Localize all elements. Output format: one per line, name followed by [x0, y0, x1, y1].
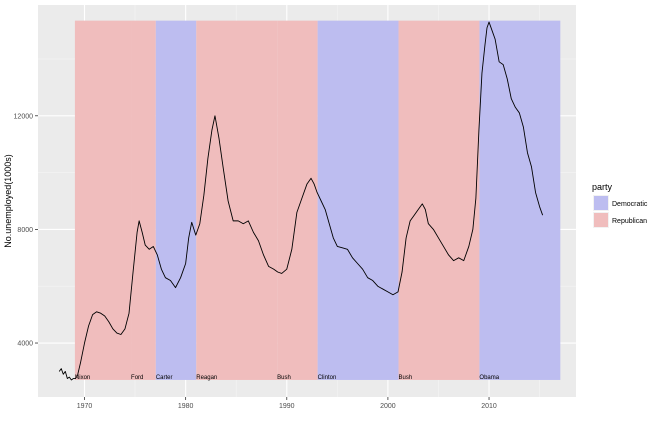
legend-label-democratic: Democratic [612, 201, 648, 208]
term-band-clinton-5 [317, 20, 399, 380]
president-label: Carter [156, 375, 173, 381]
president-label: Reagan [196, 375, 217, 381]
legend: party Democratic Republican [592, 182, 648, 228]
president-label: Clinton [318, 375, 337, 381]
unemployment-line-0 [58, 21, 544, 381]
president-label: Bush [277, 375, 291, 381]
x-tick-label: 2000 [380, 403, 396, 410]
presidential-terms [74, 20, 561, 380]
term-band-ford-1 [131, 20, 156, 380]
legend-swatch-republican [594, 213, 608, 227]
president-label: Nixon [75, 375, 90, 381]
y-tick-label: 12000 [14, 113, 34, 120]
president-labels: Nixon Ford Carter Reagan Bush Clinton Bush Obam… [75, 375, 500, 381]
term-band-reagan-3 [196, 20, 278, 380]
term-band-bush-6 [398, 20, 480, 380]
legend-title: party [592, 182, 613, 192]
x-tick-label: 1990 [279, 403, 295, 410]
y-tick-label: 8000 [17, 227, 33, 234]
president-label: Bush [399, 375, 413, 381]
president-label: Obama [479, 375, 499, 381]
term-band-bush-4 [277, 20, 318, 380]
legend-label-republican: Republican [612, 218, 647, 225]
term-band-carter-2 [155, 20, 197, 380]
term-band-nixon-0 [74, 20, 132, 380]
term-band-obama-7 [479, 20, 561, 380]
y-axis: 4000 8000 12000 [14, 113, 38, 348]
series-layer [58, 21, 544, 381]
x-tick-label: 1980 [178, 403, 194, 410]
legend-swatch-democratic [594, 196, 608, 210]
y-tick-label: 4000 [17, 341, 33, 348]
y-axis-title: No.unemployed(1000s) [3, 154, 13, 248]
x-tick-label: 2010 [481, 403, 497, 410]
x-axis: 1970 1980 1990 2000 2010 [77, 397, 497, 410]
x-tick-label: 1970 [77, 403, 93, 410]
president-label: Ford [131, 375, 143, 381]
